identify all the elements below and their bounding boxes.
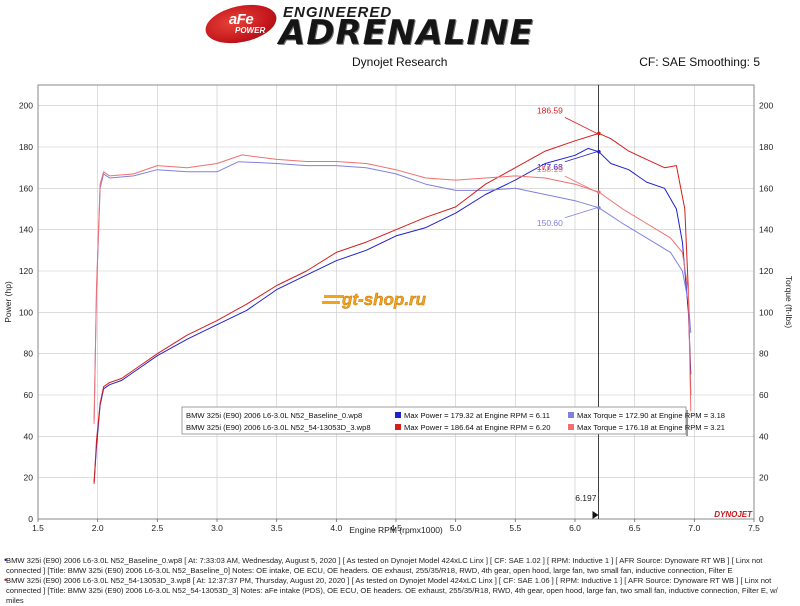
x-tick-label: 4.5 <box>390 523 402 533</box>
y-right-tick-label: 160 <box>759 183 773 193</box>
y-axis-left-label: Power (hp) <box>3 281 13 323</box>
afe-logo-text: aFe <box>228 11 254 28</box>
y-right-tick-label: 180 <box>759 142 773 152</box>
y-left-tick-label: 180 <box>19 142 33 152</box>
y-right-tick-label: 80 <box>759 349 769 359</box>
annotation-value: 150.60 <box>537 218 563 228</box>
watermark-bar-left-2 <box>322 301 340 304</box>
annotation-value: 158.15 <box>537 164 563 174</box>
y-left-tick-label: 0 <box>28 514 33 524</box>
y-right-tick-label: 60 <box>759 390 769 400</box>
watermark-text: gt-shop.ru <box>341 290 427 309</box>
annotation-value: 177.68 <box>537 162 563 172</box>
x-tick-label: 5.0 <box>450 523 462 533</box>
x-tick-label: 6.5 <box>629 523 641 533</box>
y-left-tick-label: 140 <box>19 225 33 235</box>
y-left-tick-label: 60 <box>24 390 34 400</box>
x-tick-label: 2.5 <box>151 523 163 533</box>
y-axis-left-ticks: 0 20 40 60 80 100 120 140 160 180 200 <box>19 101 33 524</box>
run-note-afe: • BMW 325i (E90) 2006 L6-3.0L N52_54-130… <box>4 576 796 606</box>
dyno-chart: 0 20 40 60 80 100 120 140 160 180 200 0 20 40 60 80 100… <box>3 84 794 535</box>
series-line-run1_power <box>93 147 692 482</box>
legend-run1-power-swatch <box>395 412 401 418</box>
legend-box <box>181 406 687 435</box>
run2-note-text: BMW 325i (E90) 2006 L6-3.0L N52_54-13053… <box>6 576 778 605</box>
y-left-tick-label: 100 <box>19 307 33 317</box>
watermark-bar-left <box>324 295 344 298</box>
annotation-marker <box>597 131 601 136</box>
y-right-tick-label: 40 <box>759 431 769 441</box>
series-line-run2_power <box>93 132 692 484</box>
run1-color-marker: • <box>4 555 8 565</box>
afe-adrenaline-logo: aFe POWER ENGINEERED ADRENALINE <box>202 0 595 53</box>
report-header: aFe POWER ENGINEERED ADRENALINE Dynojet … <box>0 0 800 75</box>
run1-note-text: BMW 325i (E90) 2006 L6-3.0L N52_Baseline… <box>6 556 763 575</box>
annotation-pointer <box>564 175 598 193</box>
legend-run2-torque: Max Torque = 176.18 at Engine RPM = 3.21 <box>577 423 725 432</box>
annotation-pointer <box>564 207 597 219</box>
annotation-marker <box>597 190 601 194</box>
y-left-tick-label: 200 <box>19 101 33 111</box>
x-tick-label: 1.5 <box>32 523 44 533</box>
x-tick-label: 3.0 <box>211 523 223 533</box>
y-left-tick-label: 20 <box>24 473 34 483</box>
x-tick-label: 2.0 <box>92 523 104 533</box>
y-axis-right-ticks: 0 20 40 60 80 100 120 140 160 180 200 <box>759 101 773 524</box>
y-right-tick-label: 0 <box>759 514 764 524</box>
annotation-marker <box>597 205 601 210</box>
dyno-source-label: Dynojet Research <box>352 55 448 69</box>
x-tick-label: 7.0 <box>688 523 700 533</box>
legend-run1-torque-swatch <box>568 412 574 418</box>
y-left-tick-label: 80 <box>24 349 34 359</box>
series-line-run1_torque <box>93 161 692 420</box>
chart-grid <box>37 85 755 520</box>
rpm-cursor-value: 6.197 <box>575 493 597 503</box>
logo-tagline-top: ENGINEERED <box>283 4 393 21</box>
legend-run2-power: Max Power = 186.64 at Engine RPM = 6.20 <box>404 423 550 432</box>
series-lines <box>93 132 692 484</box>
legend-run1-power: Max Power = 179.32 at Engine RPM = 6.11 <box>404 411 550 420</box>
correction-settings-label: CF: SAE Smoothing: 5 <box>639 55 760 69</box>
y-axis-right-label: Torque (ft-lbs) <box>784 276 794 329</box>
annotation-marker <box>597 149 601 154</box>
x-tick-label: 5.5 <box>509 523 521 533</box>
annotation-value: 186.59 <box>537 105 563 115</box>
x-tick-label: 6.0 <box>569 523 581 533</box>
y-left-tick-label: 160 <box>19 183 33 193</box>
y-right-tick-label: 120 <box>759 266 773 276</box>
legend-box-shadow <box>686 410 688 436</box>
y-right-tick-label: 100 <box>759 307 773 317</box>
legend-run1-file: BMW 325i (E90) 2006 L6-3.0L N52_Baseline… <box>186 411 362 420</box>
legend-run2-torque-swatch <box>568 424 574 430</box>
y-right-tick-label: 140 <box>759 225 773 235</box>
y-left-tick-label: 40 <box>24 431 34 441</box>
annotation-pointer <box>564 151 597 163</box>
annotation-pointer <box>564 117 598 134</box>
legend-run2-file: BMW 325i (E90) 2006 L6-3.0L N52_54-13053… <box>186 423 371 432</box>
cursor-arrow <box>592 511 599 519</box>
chart-legend: BMW 325i (E90) 2006 L6-3.0L N52_Baseline… <box>181 406 725 436</box>
run-note-baseline: • BMW 325i (E90) 2006 L6-3.0L N52_Baseli… <box>4 556 796 576</box>
legend-run1-torque: Max Torque = 172.90 at Engine RPM = 3.18 <box>577 411 725 420</box>
afe-logo-subtext: POWER <box>235 26 266 35</box>
x-tick-label: 7.5 <box>748 523 760 533</box>
x-axis-ticks: 1.5 2.0 2.5 3.0 3.5 4.0 4.5 5.0 5.5 6.0 6.5 7.0 7.5 <box>32 519 760 533</box>
legend-run2-power-swatch <box>395 424 401 430</box>
series-line-run2_torque <box>93 154 692 424</box>
logo-tagline-main: ADRENALINE <box>279 13 534 53</box>
y-left-tick-label: 120 <box>19 266 33 276</box>
x-tick-label: 4.0 <box>330 523 342 533</box>
dynojet-watermark: DYNOJET <box>714 510 753 519</box>
watermark-gt-shop: gt-shop.ru <box>322 290 427 309</box>
run-notes: • BMW 325i (E90) 2006 L6-3.0L N52_Baseli… <box>4 556 796 606</box>
x-axis-label: Engine RPM (rpmx1000) <box>349 525 443 535</box>
y-right-tick-label: 20 <box>759 473 769 483</box>
y-right-tick-label: 200 <box>759 101 773 111</box>
run2-color-marker: • <box>4 575 8 585</box>
x-tick-label: 3.5 <box>271 523 283 533</box>
